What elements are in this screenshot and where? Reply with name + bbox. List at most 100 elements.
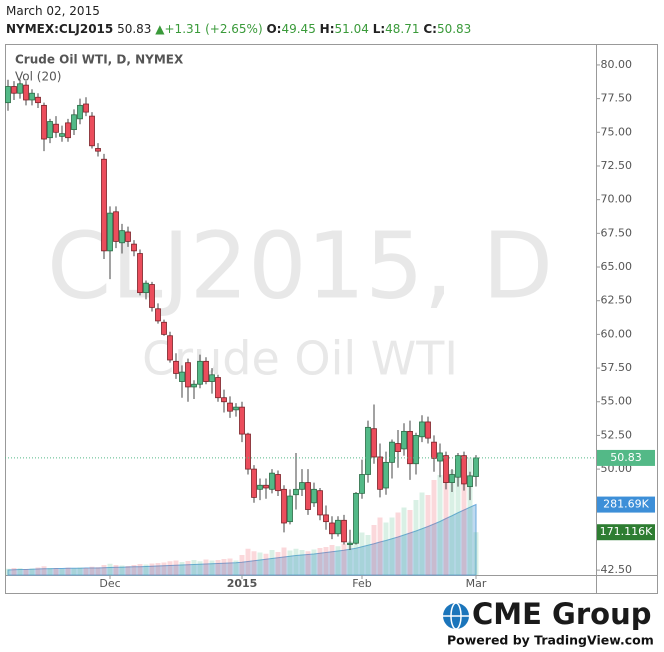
candle-body bbox=[83, 103, 89, 113]
candle-body bbox=[263, 484, 269, 489]
candle-body bbox=[11, 86, 17, 94]
candle-body bbox=[371, 428, 377, 458]
volume-bar bbox=[317, 548, 323, 575]
volume-bar bbox=[287, 550, 293, 575]
candle-body bbox=[143, 282, 149, 294]
open-label: O: bbox=[266, 22, 282, 36]
volume-bar bbox=[377, 517, 383, 575]
volume-bar bbox=[269, 550, 275, 575]
candle-body bbox=[365, 426, 371, 475]
volume-bar bbox=[371, 525, 377, 575]
volume-bar bbox=[467, 457, 473, 575]
candle-body bbox=[233, 406, 239, 411]
x-tick-label: Dec bbox=[99, 577, 120, 590]
candle-body bbox=[131, 243, 137, 252]
volume-bar bbox=[401, 507, 407, 575]
y-tick-label: 77.50 bbox=[601, 92, 633, 105]
candle-body bbox=[17, 83, 23, 94]
volume-bar bbox=[299, 550, 305, 575]
candle-body bbox=[383, 461, 389, 489]
candle-body bbox=[413, 435, 419, 465]
volume-bar bbox=[17, 568, 23, 575]
volume-bar bbox=[227, 558, 233, 575]
candle-body bbox=[5, 86, 11, 104]
candle-body bbox=[431, 441, 437, 459]
volume-bar bbox=[161, 562, 167, 575]
candle-body bbox=[443, 455, 449, 483]
volume-bar bbox=[131, 565, 137, 575]
volume-bar bbox=[119, 565, 125, 575]
candle-body bbox=[461, 455, 467, 485]
last: 50.83 bbox=[117, 22, 152, 36]
candle-body bbox=[323, 514, 329, 523]
candle-body bbox=[65, 122, 71, 139]
volume-bar bbox=[197, 561, 203, 575]
candle-body bbox=[245, 433, 251, 470]
candle-body bbox=[53, 123, 59, 133]
volume-bar bbox=[257, 552, 263, 575]
legend-volume: Vol (20) bbox=[15, 70, 61, 84]
volume-bar bbox=[29, 568, 35, 575]
volume-bar bbox=[11, 568, 17, 575]
volume-bar bbox=[143, 564, 149, 575]
volume-bar bbox=[191, 560, 197, 575]
volume-bar bbox=[107, 563, 113, 575]
candle-body bbox=[137, 253, 143, 294]
volume-bar bbox=[71, 568, 77, 575]
last-price-tag: 50.83 bbox=[610, 451, 642, 464]
y-tick-label: 55.00 bbox=[601, 395, 633, 408]
candle-body bbox=[275, 474, 281, 492]
candle-body bbox=[149, 284, 155, 308]
candle-body bbox=[197, 360, 203, 385]
volume-bar bbox=[329, 545, 335, 575]
y-tick-label: 57.50 bbox=[601, 361, 633, 374]
low-label: L: bbox=[372, 22, 386, 36]
volume-bar bbox=[365, 535, 371, 575]
candle-body bbox=[353, 492, 359, 544]
candle-body bbox=[347, 542, 353, 545]
volume-ma-tag: 281.69K bbox=[603, 498, 649, 511]
volume-tag-box bbox=[597, 524, 655, 541]
low: 48.71 bbox=[385, 22, 420, 36]
x-tick-label: Feb bbox=[352, 577, 371, 590]
candle-body bbox=[47, 121, 53, 139]
volume-bar bbox=[185, 561, 191, 575]
candle-body bbox=[305, 482, 311, 510]
candle-body bbox=[191, 383, 197, 388]
candle-body bbox=[173, 360, 179, 374]
candle-body bbox=[101, 158, 107, 252]
volume-bar bbox=[419, 492, 425, 575]
volume-bar bbox=[203, 559, 209, 575]
candle-body bbox=[437, 452, 443, 462]
volume-bar bbox=[395, 512, 401, 575]
volume-bar bbox=[245, 548, 251, 575]
volume-bar bbox=[5, 568, 11, 575]
frame bbox=[5, 44, 658, 594]
candle-body bbox=[329, 522, 335, 535]
volume-bar bbox=[77, 567, 83, 575]
candle-body bbox=[221, 397, 227, 403]
volume-bar bbox=[23, 569, 29, 575]
candle-body bbox=[407, 430, 413, 465]
volume-bar bbox=[335, 546, 341, 575]
volume-ma-area bbox=[7, 503, 477, 576]
volume-bar bbox=[149, 563, 155, 575]
logo: CME Group Powered by TradingView.com bbox=[443, 597, 654, 648]
y-tick-label: 62.50 bbox=[601, 294, 633, 307]
volume-bar bbox=[233, 560, 239, 575]
candle-body bbox=[227, 402, 233, 412]
volume-bar bbox=[443, 455, 449, 575]
volume-bar bbox=[155, 563, 161, 575]
date: March 02, 2015 bbox=[6, 4, 100, 18]
volume-bar bbox=[341, 543, 347, 575]
close: 50.83 bbox=[436, 22, 472, 36]
volume-tag: 171.116K bbox=[600, 525, 653, 538]
volume-bar bbox=[59, 568, 65, 575]
volume-bar bbox=[263, 553, 269, 575]
candle-body bbox=[209, 374, 215, 382]
candle-body bbox=[257, 484, 263, 490]
high: 51.04 bbox=[334, 22, 369, 36]
candle-body bbox=[473, 457, 479, 477]
